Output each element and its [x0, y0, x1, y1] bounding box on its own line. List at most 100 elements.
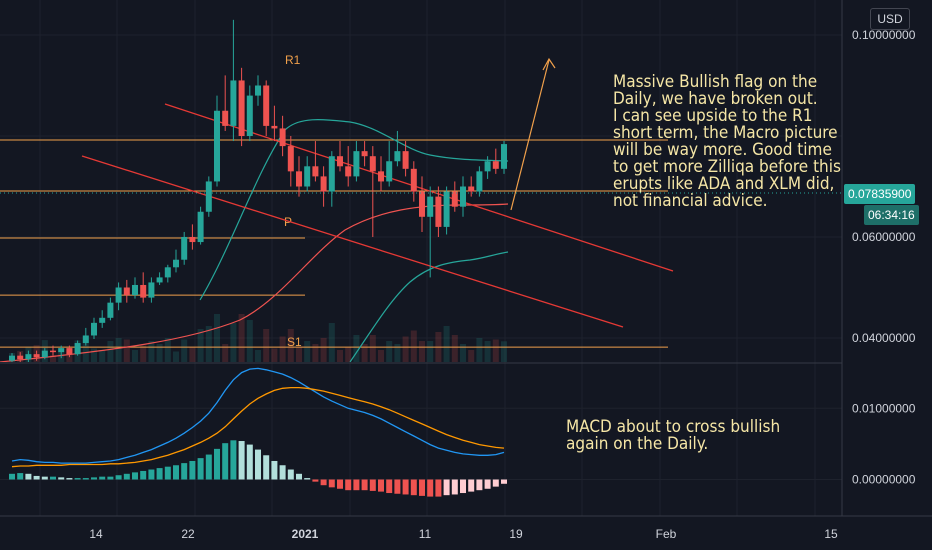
candle [468, 176, 475, 197]
macd-histogram-bar [402, 479, 409, 495]
candle-body [50, 350, 56, 353]
volume-bar [205, 326, 212, 362]
candle-body [41, 350, 48, 358]
volume-bar [402, 336, 409, 362]
candle [255, 75, 261, 106]
candle [222, 75, 229, 131]
volume-bar [501, 341, 507, 362]
level-s1-label: S1 [287, 335, 302, 349]
time-tick-label: 11 [419, 527, 432, 541]
candle [263, 80, 270, 136]
candle [205, 176, 212, 217]
candle-body [320, 176, 327, 192]
macd-pane [9, 367, 507, 497]
candle [337, 141, 343, 172]
volume-bar [361, 344, 368, 362]
candle-body [492, 161, 499, 169]
time-tick-label: 22 [181, 527, 195, 541]
candle-body [386, 161, 393, 182]
candle-body [148, 282, 155, 298]
volume-bar [156, 344, 163, 362]
macd-annotation[interactable]: MACD about to cross bullish again on the… [566, 419, 781, 453]
macd-histogram-bar [492, 479, 499, 487]
flag-lower-trendline [81, 155, 624, 328]
volume-bar [132, 350, 138, 362]
last-price-badge: 0.07835900 [844, 184, 916, 204]
macd-histogram-bar [17, 473, 24, 480]
candle [82, 327, 89, 346]
bollinger-bands [0, 118, 509, 362]
macd-histogram-bar [238, 441, 245, 480]
candle [296, 156, 302, 197]
macd-histogram-bar [214, 448, 220, 480]
currency-button[interactable]: USD [870, 8, 910, 30]
macd-histogram-bar [246, 444, 253, 480]
macd-histogram-bar [378, 479, 384, 492]
macd-histogram-bar [337, 479, 343, 489]
candle [476, 166, 483, 197]
macd-histogram-bar [132, 472, 138, 480]
macd-histogram-bar [74, 478, 81, 480]
candle-body [312, 166, 319, 177]
volume-bar [197, 329, 204, 362]
price-tick-label: 0.06000000 [852, 230, 916, 244]
macd-histogram-bar [435, 479, 442, 497]
time-tick-label: 2021 [292, 527, 319, 541]
candle-body [66, 348, 73, 355]
macd-histogram-bar [58, 477, 65, 480]
volume-bar [115, 338, 122, 362]
candle [9, 353, 15, 362]
candle-body [173, 259, 179, 268]
volume-bar [148, 341, 155, 362]
time-tick-label: 15 [824, 527, 838, 541]
candle-body [263, 85, 270, 126]
macd-histogram-bar [427, 479, 434, 497]
volume-bar [394, 344, 401, 362]
candle-body [484, 161, 491, 172]
volume-bar [263, 329, 270, 362]
candle-body [25, 354, 32, 360]
volume-bar [230, 323, 237, 362]
candle-body [410, 168, 417, 192]
candle [140, 272, 147, 303]
level-pivot-label: P [284, 215, 292, 229]
macd-histogram-bar [468, 479, 475, 492]
candle-body [353, 151, 360, 177]
candle [91, 317, 97, 340]
candle-body [140, 284, 147, 298]
candle [353, 141, 360, 182]
macd-histogram-bar [484, 479, 491, 489]
volume-bar [140, 345, 147, 362]
time-tick-label: Feb [656, 527, 677, 541]
candle-body [222, 110, 229, 126]
volume-bar [419, 341, 425, 362]
bullish-flag-annotation[interactable]: Massive Bullish flag on the Daily, we ha… [613, 74, 841, 210]
candle [17, 352, 24, 362]
volume-bar [460, 344, 466, 362]
volume-bar [443, 326, 450, 362]
candle [328, 151, 335, 207]
macd-histogram-bar [181, 463, 188, 480]
volume-bar [271, 348, 278, 362]
macd-histogram-bar [271, 460, 278, 480]
volume-bar [189, 347, 196, 362]
candle [156, 272, 163, 285]
volume-bar [50, 355, 56, 362]
volume-bar [369, 335, 376, 362]
macd-histogram-bar [451, 479, 458, 495]
macd-histogram-bar [419, 479, 425, 496]
volume-bar [304, 341, 311, 362]
candle [419, 176, 425, 232]
macd-histogram-bar [296, 473, 302, 480]
candle-body [115, 287, 122, 303]
bar-countdown-badge: 06:34:16 [864, 205, 919, 225]
volume-bar [468, 350, 475, 362]
candle [427, 186, 434, 278]
candle-body [132, 284, 138, 296]
macd-histogram-bar [255, 449, 261, 480]
time-axis: 14 22 2021 11 19 Feb 15 [89, 527, 838, 541]
candle [361, 141, 368, 167]
candle-body [361, 151, 368, 157]
